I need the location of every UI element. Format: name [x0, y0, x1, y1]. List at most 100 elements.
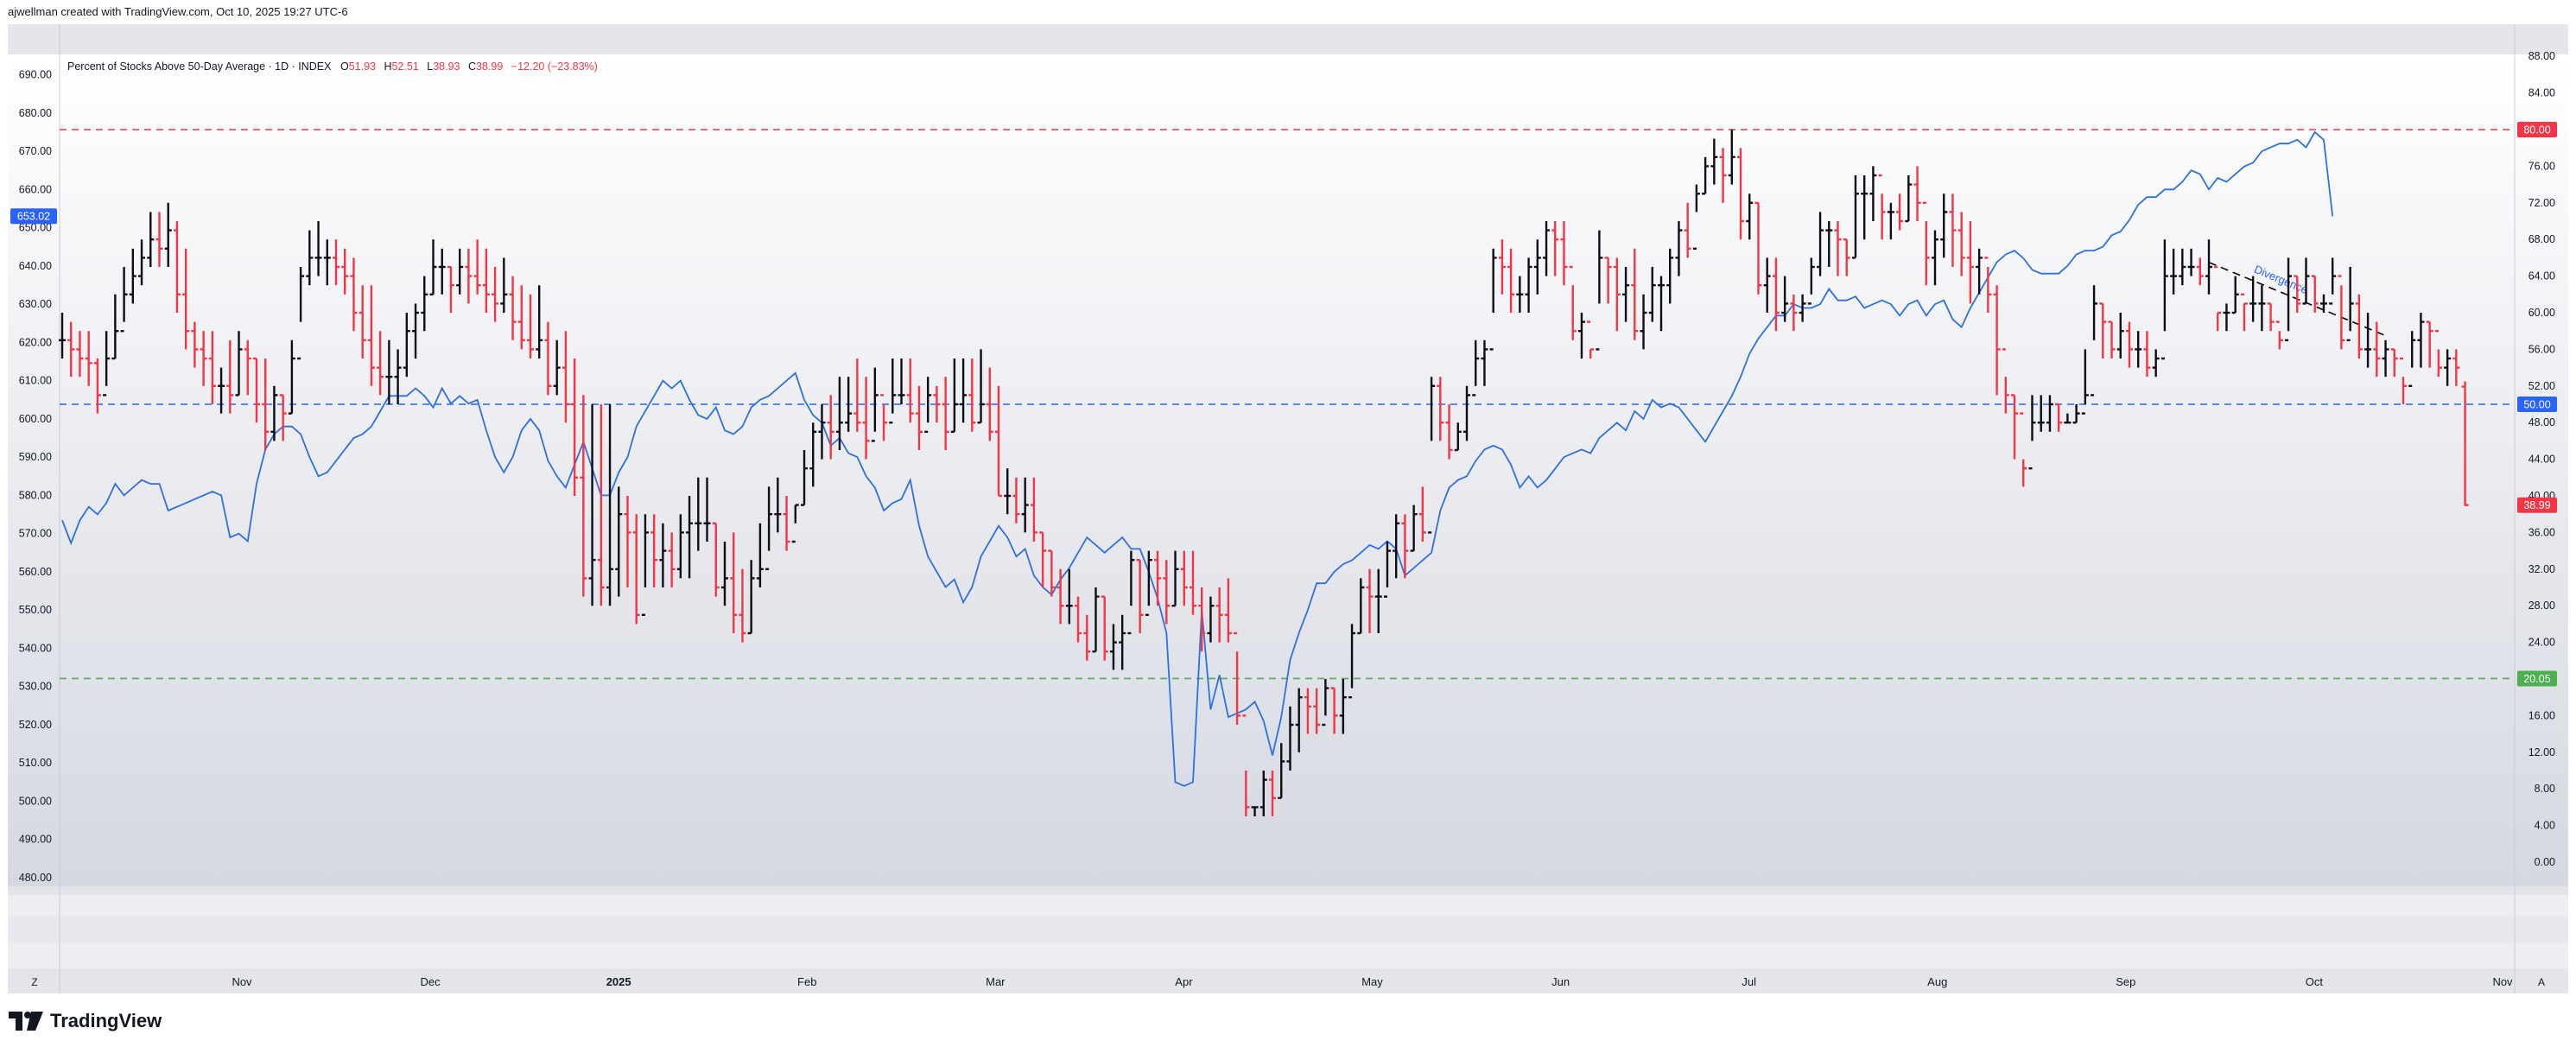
ohlc-bar — [588, 404, 596, 606]
legend-high-label: H — [384, 60, 391, 73]
right-axis-tick: 60.00 — [2528, 307, 2555, 319]
ohlc-bar — [1366, 568, 1374, 633]
left-current-price-label: 653.02 — [17, 211, 50, 223]
ohlc-bar — [2249, 276, 2257, 322]
ohlc-bar — [2390, 348, 2398, 378]
ohlc-bar — [801, 450, 809, 506]
ohlc-bar — [1180, 550, 1188, 606]
ohlc-bar — [1675, 221, 1683, 276]
ohlc-bar — [624, 496, 631, 587]
ohlc-bar — [182, 248, 190, 350]
ohlc-bar — [765, 486, 773, 570]
ohlc-bar — [1145, 550, 1152, 616]
left-axis-tick: 520.00 — [19, 719, 52, 731]
time-axis-label: Oct — [2306, 975, 2324, 988]
ohlc-bar — [1569, 265, 1577, 340]
ohlc-bar — [1817, 212, 1824, 276]
ohlc-bar — [995, 385, 1002, 498]
ohlc-bar — [1383, 542, 1391, 598]
ohlc-bar — [2135, 331, 2142, 368]
ohlc-bar — [2338, 275, 2345, 350]
ohlc-bar — [835, 377, 843, 450]
ohlc-bar — [2329, 257, 2337, 305]
left-axis-tick: 600.00 — [19, 413, 52, 425]
ohlc-bar — [906, 359, 914, 423]
ohlc-bar — [2037, 395, 2045, 432]
right-axis-tick: 8.00 — [2535, 783, 2555, 795]
ohlc-bar — [385, 339, 393, 404]
ohlc-bar — [1039, 531, 1047, 587]
time-axis-label: Sep — [2116, 975, 2135, 988]
ohlc-bar — [1728, 130, 1735, 185]
ohlc-bar — [1957, 212, 1965, 276]
ohlc-bar — [120, 267, 128, 333]
time-axis[interactable]: Nov Dec 2025 Feb Mar Apr May Jun Jul Aug Sep Oct Nov… — [31, 975, 2545, 988]
ohlc-bar — [1295, 688, 1303, 752]
left-axis-tick: 480.00 — [19, 872, 52, 884]
ohlc-bar — [960, 359, 968, 423]
left-price-axis[interactable]: 690.00 680.00 670.00 660.00 650.00 640.00 630.… — [10, 69, 57, 884]
ohlc-bar — [1613, 257, 1621, 332]
tradingview-logo[interactable]: TradingView — [9, 1009, 162, 1033]
ohlc-bar — [1746, 194, 1754, 240]
left-axis-tick: 690.00 — [19, 69, 52, 81]
left-current-price-box — [10, 208, 57, 225]
time-axis-auto-toggle[interactable]: A — [2538, 976, 2545, 988]
left-axis-tick: 650.00 — [19, 222, 52, 234]
ohlc-bar — [2267, 302, 2275, 332]
ohlc-bar — [977, 349, 985, 424]
ohlc-bar — [1127, 550, 1135, 635]
ohlc-bar — [1286, 706, 1294, 771]
ohlc-bar — [756, 523, 764, 587]
ohlc-bar — [1259, 771, 1267, 816]
ohlc-bar — [1577, 313, 1585, 359]
ohlc-bar — [1109, 624, 1117, 670]
ohlc-bar — [262, 359, 270, 450]
ohlc-bar — [1269, 771, 1277, 816]
ohlc-bar — [1004, 468, 1012, 515]
ohlc-bar — [950, 359, 958, 433]
ohlc-bar — [553, 339, 561, 396]
ohlc-bar — [1878, 174, 1886, 240]
header-band — [8, 24, 2568, 54]
ohlc-bar — [536, 285, 543, 359]
ohlc-bar — [297, 267, 305, 360]
ohlc-bar — [2452, 349, 2460, 386]
ohlc-bar — [252, 357, 260, 423]
ohlc-bar — [942, 377, 949, 450]
ohlc-bar — [1763, 257, 1771, 313]
ohlc-bar — [1339, 679, 1347, 734]
ohlc-bar — [845, 377, 853, 432]
right-axis-tick: 12.00 — [2528, 746, 2555, 758]
ohlc-bar — [147, 212, 155, 267]
time-axis-label: Aug — [1927, 975, 1947, 988]
right-axis-tick: 24.00 — [2528, 637, 2555, 649]
time-axis-label: Mar — [986, 975, 1006, 988]
ohlc-bar — [2125, 321, 2133, 368]
ohlc-bar — [350, 257, 358, 332]
right-axis-tick: 68.00 — [2528, 233, 2555, 245]
ohlc-bar — [1869, 166, 1877, 221]
ohlc-bar — [783, 496, 790, 551]
ohlc-bar — [1976, 248, 1983, 295]
ohlc-bar — [59, 313, 66, 359]
ohlc-bar — [1905, 175, 1913, 223]
ohlc-bar — [1949, 194, 1957, 267]
ohlc-bar — [76, 331, 84, 378]
ohlc-bar — [2196, 257, 2204, 286]
ohlc-bar — [1445, 404, 1453, 460]
ohlc-bar — [1207, 596, 1215, 643]
ohlc-bar — [1313, 688, 1321, 734]
spx-line-group — [61, 130, 2334, 787]
ohlc-bar — [2311, 275, 2319, 313]
lower-band-3 — [8, 917, 2568, 942]
ohlc-bar — [155, 212, 163, 267]
left-axis-tick: 550.00 — [19, 604, 52, 616]
time-axis-zoom-toggle[interactable]: Z — [31, 976, 37, 988]
right-axis-tick: 0.00 — [2535, 856, 2555, 868]
ohlc-bar — [2444, 349, 2452, 386]
ohlc-bar — [1075, 596, 1082, 643]
right-price-axis[interactable]: 88.00 84.00 80.00 76.00 72.00 68.00 64.00 60.00… — [2517, 50, 2557, 868]
right-last-value-box — [2517, 497, 2557, 513]
